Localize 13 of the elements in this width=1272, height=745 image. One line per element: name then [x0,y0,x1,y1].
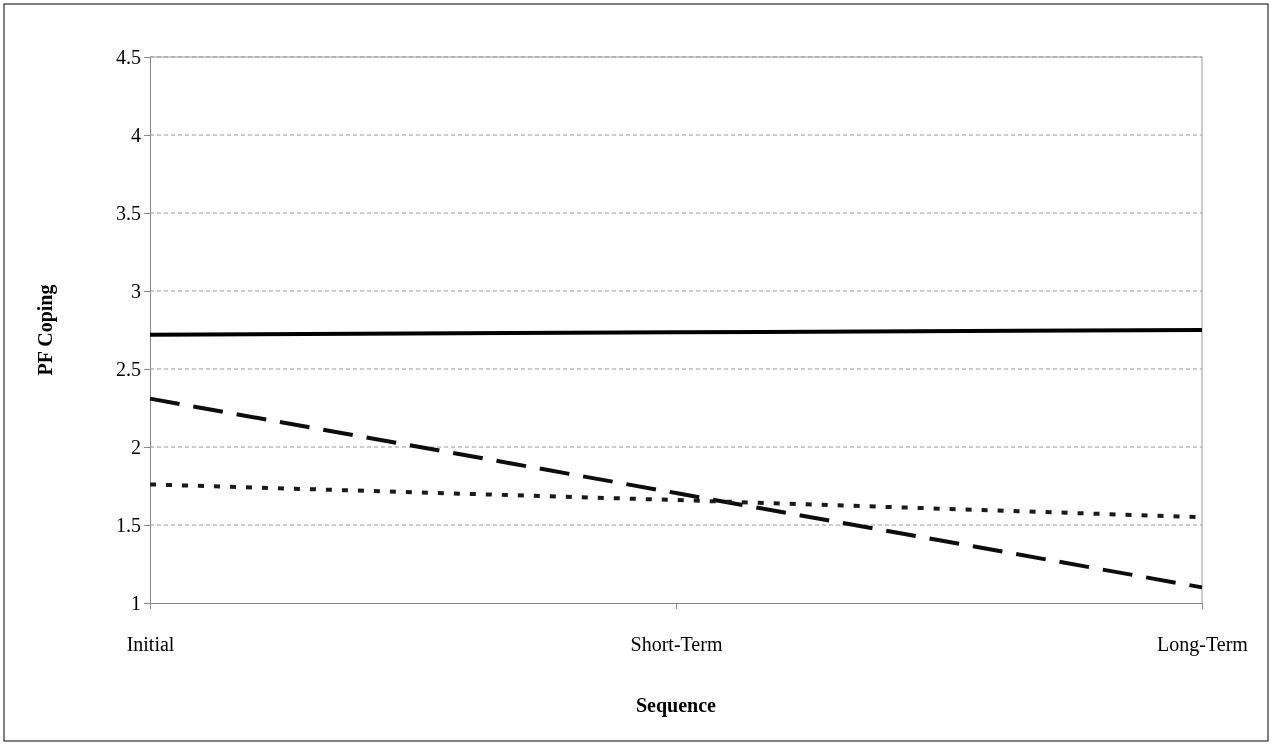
y-tick-label: 1 [131,591,141,614]
y-tick-label: 4.5 [116,45,141,68]
y-tick-label: 3.5 [116,201,141,224]
x-axis-title: Sequence [636,694,717,717]
x-tick-label: Short-Term [630,633,723,656]
x-tick-label: Initial [126,633,175,656]
y-axis-title: PF Coping [34,284,57,376]
x-tick-label: Long-Term [1157,633,1249,657]
y-tick-label: 3 [131,279,141,302]
y-tick-label: 1.5 [116,513,141,536]
y-tick-label: 2.5 [116,357,141,380]
y-tick-label: 4 [131,123,141,146]
y-tick-label: 2 [131,435,141,458]
